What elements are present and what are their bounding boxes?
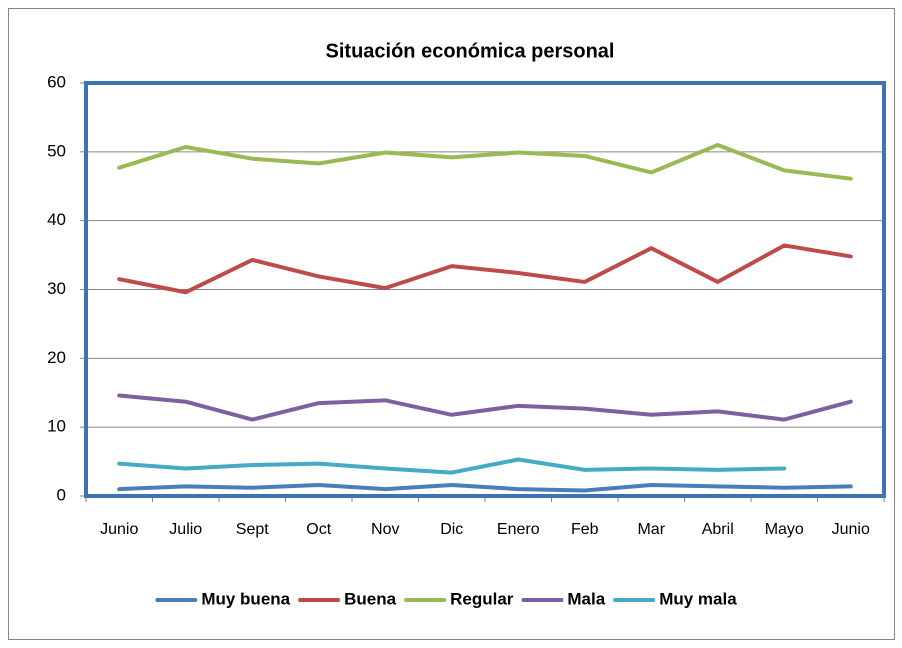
legend-label: Muy buena bbox=[201, 589, 290, 608]
y-tick-label: 20 bbox=[47, 348, 66, 367]
x-tick-label: Feb bbox=[571, 521, 599, 538]
y-tick-label: 0 bbox=[57, 485, 66, 504]
x-tick-label: Mar bbox=[637, 521, 665, 538]
x-tick-label: Julio bbox=[169, 521, 202, 538]
series-line bbox=[117, 457, 787, 475]
x-tick-label: Mayo bbox=[765, 521, 804, 538]
x-tick-label: Abril bbox=[702, 521, 734, 538]
y-tick-label: 50 bbox=[47, 141, 66, 160]
y-tick-label: 60 bbox=[47, 72, 66, 91]
x-tick-label: Sept bbox=[236, 521, 269, 538]
plot-border bbox=[84, 81, 886, 498]
x-tick-label: Dic bbox=[440, 521, 463, 538]
legend-label: Muy mala bbox=[659, 589, 737, 608]
series-line bbox=[117, 482, 853, 493]
series-line bbox=[117, 142, 853, 181]
y-tick-label: 40 bbox=[47, 210, 66, 229]
x-tick-label: Oct bbox=[306, 521, 331, 538]
x-tick-label: Nov bbox=[371, 521, 399, 538]
chart-title: Situación económica personal bbox=[326, 40, 615, 62]
legend-label: Mala bbox=[567, 589, 605, 608]
x-tick-label: Junio bbox=[832, 521, 870, 538]
y-tick-label: 10 bbox=[47, 417, 66, 436]
series-line bbox=[117, 393, 853, 422]
series-line bbox=[117, 243, 853, 295]
x-tick-label: Junio bbox=[100, 521, 138, 538]
x-tick-label: Enero bbox=[497, 521, 540, 538]
legend-label: Regular bbox=[450, 589, 514, 608]
chart-border bbox=[8, 8, 895, 640]
legend-label: Buena bbox=[344, 589, 397, 608]
y-tick-label: 30 bbox=[47, 279, 66, 298]
